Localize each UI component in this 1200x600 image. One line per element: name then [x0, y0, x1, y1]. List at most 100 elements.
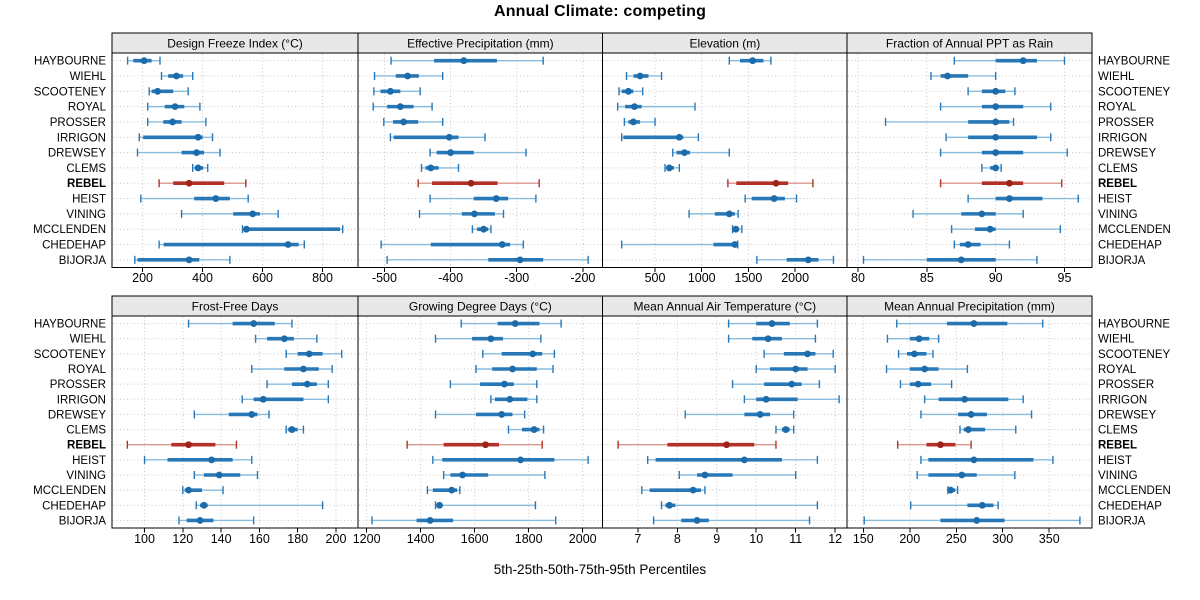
percentile-row-clems [664, 163, 681, 172]
site-label-left-haybourne-row0: HAYBOURNE [34, 56, 106, 68]
site-label-left-clems-row0: CLEMS [66, 163, 106, 175]
median-dot [665, 164, 673, 172]
percentile-row-scooteney [897, 349, 934, 358]
axis-tick-label: 2000 [569, 532, 597, 546]
site-label-left-irrigon-row1: IRRIGON [57, 394, 106, 406]
site-label-right-scooteney-row0: SCOOTENEY [1098, 86, 1171, 98]
percentile-row-irrigon [138, 133, 214, 142]
axis-tick-label: -400 [438, 271, 463, 285]
median-dot [154, 87, 162, 95]
percentile-row-clems [285, 425, 305, 434]
median-dot [964, 241, 972, 248]
percentile-row-rebel [896, 440, 972, 449]
percentile-row-prosser [623, 117, 656, 126]
median-dot [749, 57, 757, 65]
panel-plot-area [111, 52, 359, 268]
site-label-right-mcclenden-row1: MCCLENDEN [1098, 485, 1171, 497]
median-dot [986, 225, 994, 233]
percentile-row-haybourne [953, 56, 1066, 65]
percentile-row-mcclenden [947, 486, 959, 495]
median-dot [992, 118, 1000, 126]
median-dot [215, 471, 223, 479]
median-dot [992, 149, 1000, 156]
axis-tick-label: 9 [713, 532, 720, 546]
median-dot [701, 471, 709, 479]
site-label-right-royal-row0: ROYAL [1098, 102, 1137, 114]
axis-tick-label: 300 [992, 532, 1013, 546]
panel-strip-title: Mean Annual Air Temperature (°C) [634, 300, 817, 314]
median-dot [467, 179, 475, 187]
median-dot [629, 118, 637, 126]
median-dot [1019, 57, 1027, 65]
panel-growing-degree-days-c: Growing Degree Days (°C) 1200 1400 1600 1800… [353, 295, 604, 546]
median-dot [978, 210, 986, 218]
median-dot [732, 225, 740, 233]
median-dot [140, 57, 148, 65]
median-dot [280, 335, 288, 343]
median-dot [973, 517, 981, 524]
percentile-row-vining [678, 471, 797, 479]
percentile-row-heist [646, 455, 819, 464]
percentile-row-drewsey [672, 148, 730, 157]
median-dot [792, 365, 800, 373]
median-dot [498, 411, 506, 418]
median-dot [992, 133, 1000, 141]
percentile-row-prosser [731, 380, 821, 389]
percentile-row-irrigon [945, 133, 1052, 142]
median-dot [530, 426, 538, 433]
axis-tick-label: 160 [249, 532, 270, 546]
site-label-right-wiehl-row1: WIEHL [1098, 334, 1135, 346]
percentile-row-haybourne [460, 319, 562, 328]
percentile-row-prosser [449, 380, 538, 389]
percentile-row-royal [372, 102, 433, 111]
percentile-row-bijorja [178, 516, 255, 525]
percentile-row-drewsey [434, 410, 526, 419]
median-dot [426, 517, 434, 524]
median-dot [693, 517, 701, 524]
median-dot [681, 149, 688, 156]
percentile-row-bijorja [371, 516, 557, 525]
site-label-right-clems-row0: CLEMS [1098, 163, 1138, 175]
axis-tick-label: 10 [749, 532, 763, 546]
site-label-left-prosser-row1: PROSSER [50, 379, 106, 391]
median-dot [517, 456, 524, 464]
panel-mean-annual-air-temperature-c: Mean Annual Air Temperature (°C) 7 8 9 10 11 1… [602, 295, 848, 546]
axis-tick-label: 200 [326, 532, 347, 546]
median-dot [636, 72, 644, 80]
axis-tick-label: 8 [674, 532, 681, 546]
percentile-row-bijorja [386, 255, 589, 264]
axis-tick-label: 120 [172, 532, 193, 546]
median-dot [804, 350, 811, 358]
site-label-left-scooteney-row0: SCOOTENEY [34, 86, 107, 98]
site-label-left-haybourne-row1: HAYBOURNE [34, 319, 106, 331]
median-dot [770, 195, 778, 202]
percentile-row-chedehap [660, 501, 819, 510]
percentile-row-irrigon [923, 395, 1024, 404]
percentile-row-vining [442, 471, 546, 479]
percentile-row-drewsey [193, 410, 270, 419]
panel-strip-title: Effective Precipitation (mm) [407, 37, 554, 51]
axis-tick-label: 150 [853, 532, 874, 546]
percentile-row-royal [251, 365, 333, 373]
median-dot [1006, 179, 1013, 187]
percentile-row-wiehl [254, 334, 318, 343]
axis-tick-label: 1600 [461, 532, 489, 546]
site-label-left-bijorja-row0: BIJORJA [59, 255, 107, 267]
percentile-row-heist [432, 455, 589, 464]
percentile-row-drewsey [136, 148, 221, 157]
percentile-row-chedehap [195, 501, 324, 510]
axis-tick-label: 400 [192, 271, 213, 285]
percentile-row-haybourne [727, 319, 819, 328]
percentile-row-haybourne [896, 319, 1044, 328]
site-label-left-heist-row1: HEIST [72, 455, 106, 467]
median-dot [305, 350, 313, 358]
panel-plot-area [846, 315, 1093, 529]
percentile-row-bijorja [134, 255, 231, 264]
panel-strip-title: Mean Annual Precipitation (mm) [884, 300, 1055, 314]
percentile-row-rebel [939, 179, 1063, 188]
median-dot [756, 411, 764, 418]
median-dot [194, 164, 202, 172]
percentile-row-bijorja [862, 255, 1038, 264]
axis-tick-label: 140 [211, 532, 232, 546]
